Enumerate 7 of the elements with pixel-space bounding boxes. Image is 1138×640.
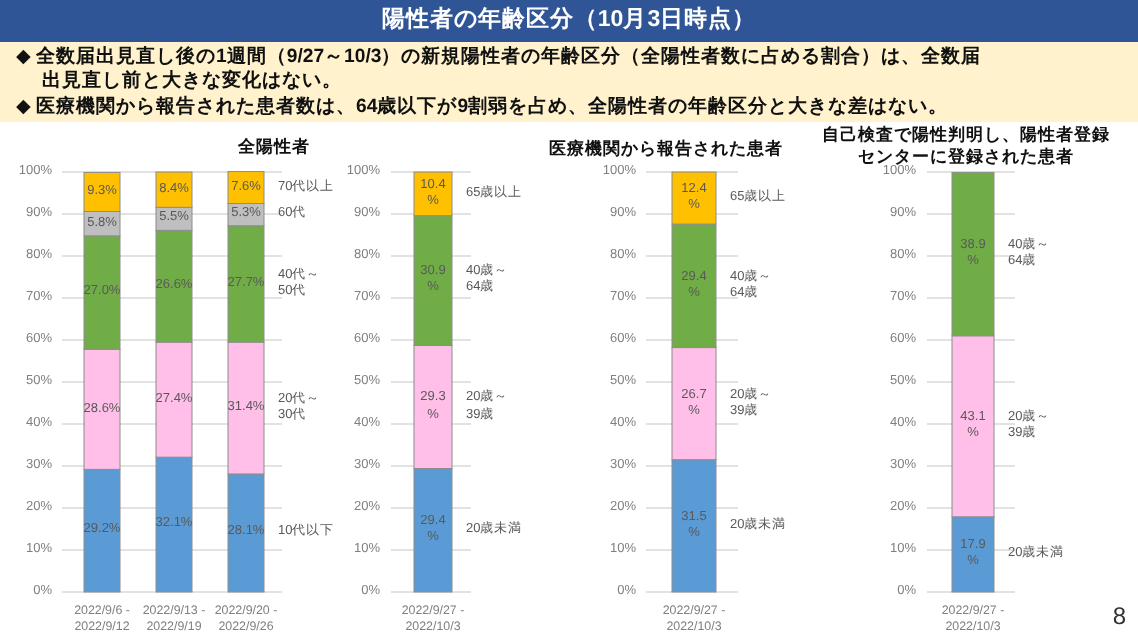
text: 陽性者の年齢区分（10月3日時点） [379, 6, 759, 35]
chart-title: 全陽性者 [236, 136, 312, 159]
chart-title: 医療機関から報告された患者 [547, 138, 785, 161]
text: 8 [1112, 602, 1126, 632]
text: ◆ 全数届出見直し後の1週間（9/27～10/3）の新規陽性者の年齢区分（全陽性者数に占める割合）は、全数届出見直し前と大きな変化はない。 [16, 46, 982, 95]
chart-title: 自己検査で陽性判明し、陽性者登録センターに登録された患者 [820, 124, 1112, 167]
text: ◆ 医療機関から報告された患者数は、64歳以下が9割弱を占め、全陽性者の年齢区分と大きな差はない。 [16, 96, 951, 121]
